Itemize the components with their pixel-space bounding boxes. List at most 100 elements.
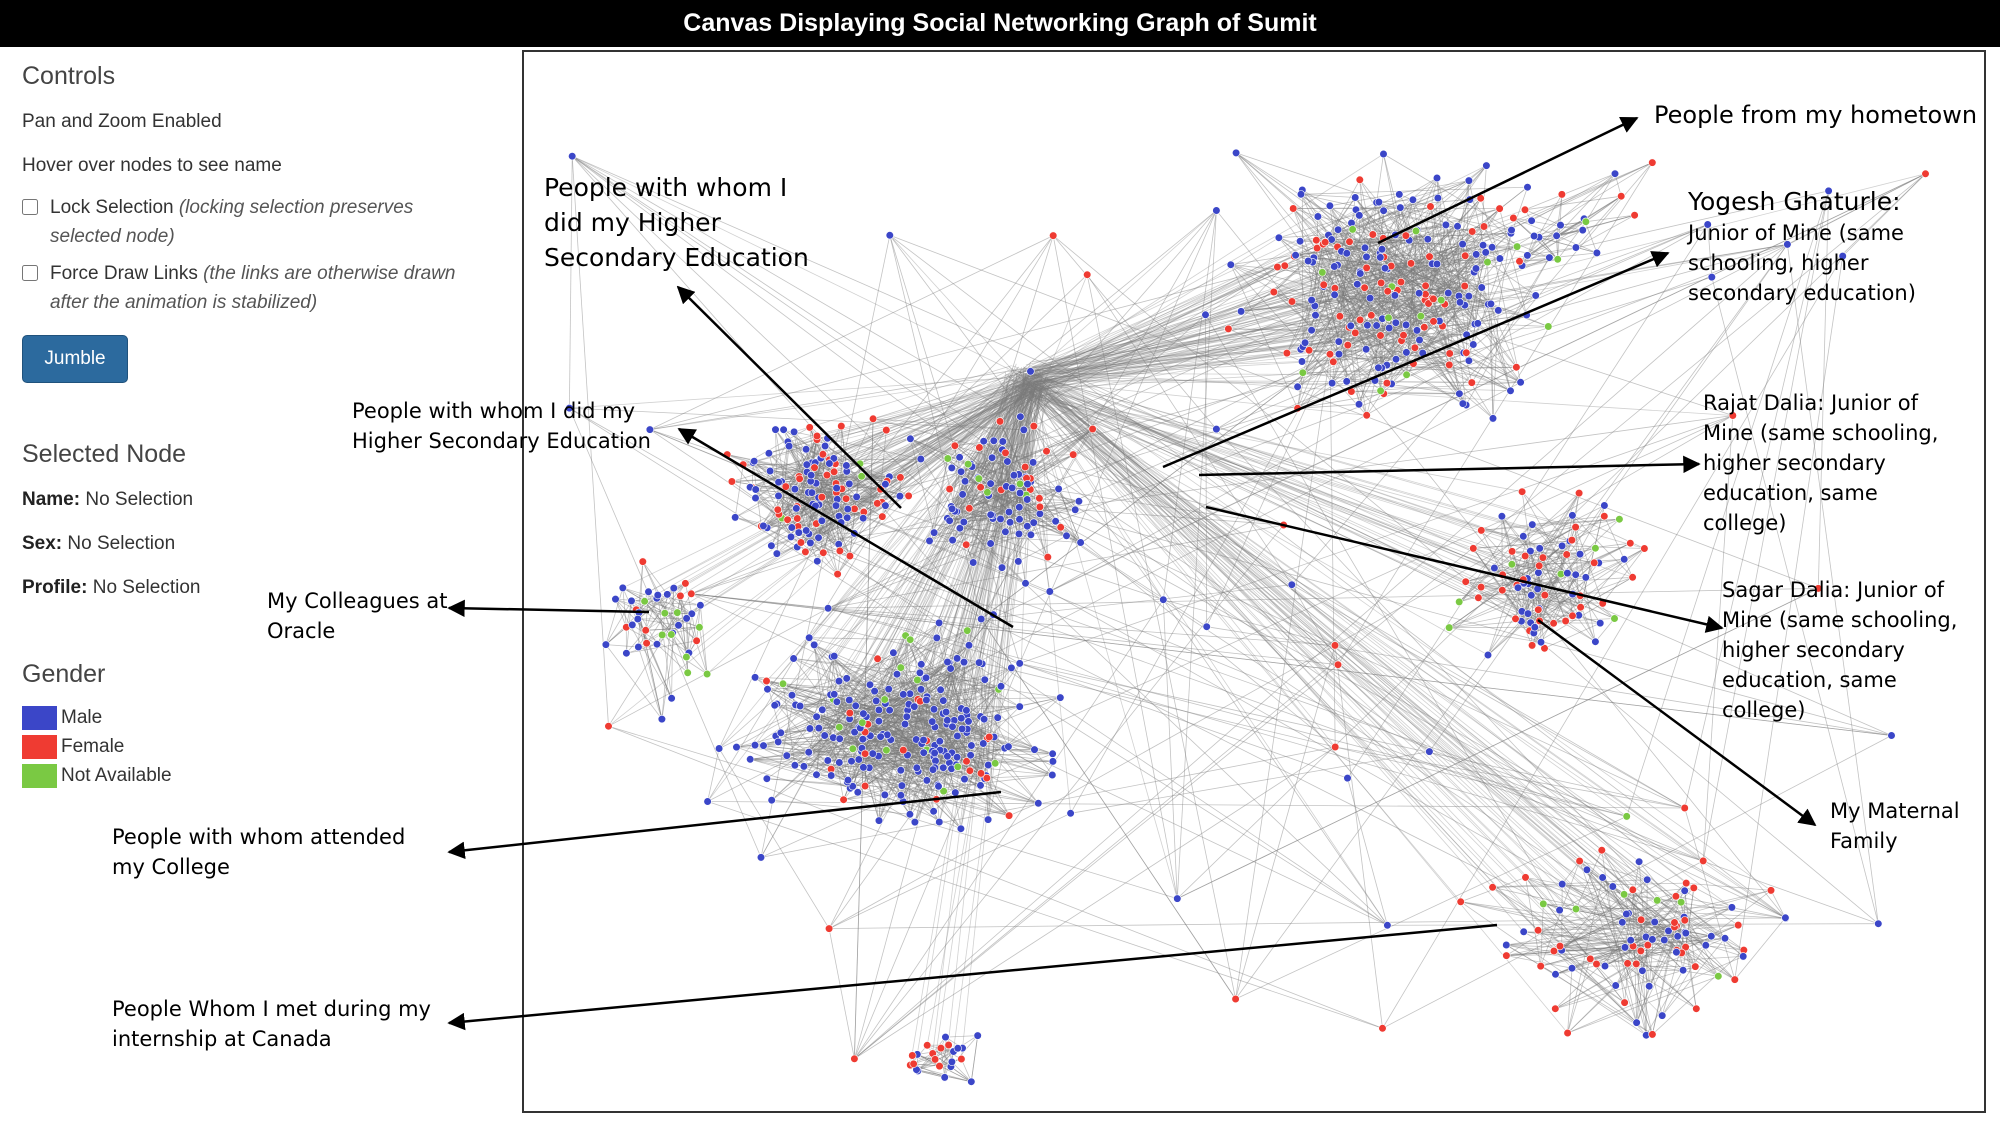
graph-node[interactable] bbox=[1346, 321, 1355, 330]
graph-node[interactable] bbox=[906, 434, 915, 443]
graph-node[interactable] bbox=[824, 604, 833, 613]
graph-node[interactable] bbox=[1574, 489, 1584, 498]
graph-node[interactable] bbox=[1471, 264, 1481, 273]
graph-node[interactable] bbox=[622, 649, 631, 658]
graph-node[interactable] bbox=[883, 730, 892, 739]
graph-node[interactable] bbox=[962, 757, 971, 766]
graph-node[interactable] bbox=[1516, 378, 1525, 387]
graph-node[interactable] bbox=[1231, 148, 1241, 157]
graph-node[interactable] bbox=[805, 423, 814, 432]
graph-node[interactable] bbox=[1511, 614, 1520, 623]
graph-node[interactable] bbox=[1342, 249, 1351, 258]
graph-node[interactable] bbox=[750, 457, 759, 466]
graph-node[interactable] bbox=[1600, 961, 1610, 971]
graph-node[interactable] bbox=[859, 514, 868, 523]
graph-node[interactable] bbox=[1557, 541, 1567, 551]
graph-node[interactable] bbox=[1372, 321, 1381, 330]
graph-node[interactable] bbox=[861, 781, 870, 791]
graph-node[interactable] bbox=[1555, 905, 1564, 915]
graph-node[interactable] bbox=[1035, 502, 1045, 512]
graph-node[interactable] bbox=[1462, 330, 1471, 339]
graph-node[interactable] bbox=[645, 425, 654, 434]
graph-node[interactable] bbox=[1329, 357, 1338, 366]
graph-node[interactable] bbox=[1298, 368, 1307, 377]
graph-node[interactable] bbox=[782, 751, 791, 760]
graph-node[interactable] bbox=[842, 461, 851, 470]
graph-node[interactable] bbox=[1521, 873, 1530, 882]
graph-node[interactable] bbox=[948, 504, 957, 513]
graph-node[interactable] bbox=[1502, 951, 1511, 960]
graph-node[interactable] bbox=[965, 504, 974, 513]
graph-node[interactable] bbox=[1370, 376, 1380, 385]
graph-node[interactable] bbox=[973, 1031, 982, 1040]
graph-node[interactable] bbox=[1575, 550, 1585, 559]
graph-node[interactable] bbox=[618, 583, 627, 593]
graph-node[interactable] bbox=[1351, 193, 1360, 202]
graph-node[interactable] bbox=[1433, 193, 1443, 203]
graph-node[interactable] bbox=[1473, 319, 1482, 328]
graph-node[interactable] bbox=[1391, 318, 1400, 327]
graph-node[interactable] bbox=[1468, 227, 1477, 236]
graph-node[interactable] bbox=[1415, 335, 1424, 345]
graph-node[interactable] bbox=[1634, 857, 1644, 866]
graph-node[interactable] bbox=[1671, 892, 1680, 901]
graph-node[interactable] bbox=[939, 763, 948, 772]
graph-node[interactable] bbox=[1368, 230, 1377, 239]
graph-node[interactable] bbox=[931, 1055, 940, 1064]
graph-node[interactable] bbox=[1517, 487, 1527, 496]
graph-node[interactable] bbox=[985, 732, 994, 742]
graph-node[interactable] bbox=[1402, 370, 1411, 379]
graph-node[interactable] bbox=[1549, 946, 1558, 956]
graph-node[interactable] bbox=[1355, 315, 1365, 325]
graph-node[interactable] bbox=[984, 815, 993, 824]
graph-node[interactable] bbox=[1563, 1028, 1572, 1038]
graph-node[interactable] bbox=[1280, 261, 1289, 270]
graph-node[interactable] bbox=[835, 723, 844, 732]
graph-node[interactable] bbox=[1638, 966, 1647, 975]
graph-node[interactable] bbox=[974, 474, 983, 483]
graph-node[interactable] bbox=[715, 744, 724, 753]
graph-node[interactable] bbox=[948, 722, 957, 731]
graph-node[interactable] bbox=[774, 737, 783, 747]
graph-node[interactable] bbox=[1874, 919, 1883, 928]
graph-node[interactable] bbox=[1530, 623, 1539, 632]
graph-node[interactable] bbox=[964, 641, 974, 650]
graph-node[interactable] bbox=[1581, 573, 1590, 582]
graph-node[interactable] bbox=[919, 748, 928, 757]
graph-node[interactable] bbox=[1523, 609, 1533, 618]
graph-node[interactable] bbox=[1015, 659, 1024, 668]
graph-node[interactable] bbox=[1617, 192, 1626, 201]
graph-node[interactable] bbox=[1293, 382, 1302, 391]
graph-node[interactable] bbox=[1814, 584, 1823, 593]
graph-node[interactable] bbox=[929, 705, 939, 714]
graph-node[interactable] bbox=[922, 673, 931, 682]
graph-node[interactable] bbox=[878, 512, 887, 521]
graph-node[interactable] bbox=[1029, 458, 1038, 467]
graph-node[interactable] bbox=[821, 441, 830, 451]
graph-node[interactable] bbox=[1353, 280, 1362, 289]
graph-node[interactable] bbox=[1348, 225, 1357, 234]
graph-node[interactable] bbox=[1455, 298, 1465, 307]
graph-node[interactable] bbox=[812, 770, 821, 779]
graph-node[interactable] bbox=[802, 460, 811, 469]
graph-node[interactable] bbox=[805, 724, 815, 733]
graph-node[interactable] bbox=[842, 494, 851, 503]
graph-node[interactable] bbox=[1021, 462, 1030, 472]
graph-node[interactable] bbox=[1658, 1011, 1667, 1020]
graph-node[interactable] bbox=[1231, 994, 1240, 1004]
graph-node[interactable] bbox=[817, 516, 827, 525]
graph-node[interactable] bbox=[1596, 618, 1605, 628]
graph-node[interactable] bbox=[1487, 243, 1497, 252]
graph-node[interactable] bbox=[1552, 231, 1561, 240]
graph-node[interactable] bbox=[845, 695, 854, 705]
graph-node[interactable] bbox=[1474, 593, 1483, 602]
graph-node[interactable] bbox=[861, 749, 870, 758]
graph-node[interactable] bbox=[1692, 1004, 1701, 1013]
graph-node[interactable] bbox=[1498, 586, 1507, 595]
graph-node[interactable] bbox=[980, 675, 989, 684]
graph-node[interactable] bbox=[644, 587, 653, 596]
graph-node[interactable] bbox=[976, 781, 985, 790]
graph-node[interactable] bbox=[663, 590, 672, 599]
graph-node[interactable] bbox=[1707, 273, 1716, 282]
graph-node[interactable] bbox=[1523, 251, 1532, 260]
